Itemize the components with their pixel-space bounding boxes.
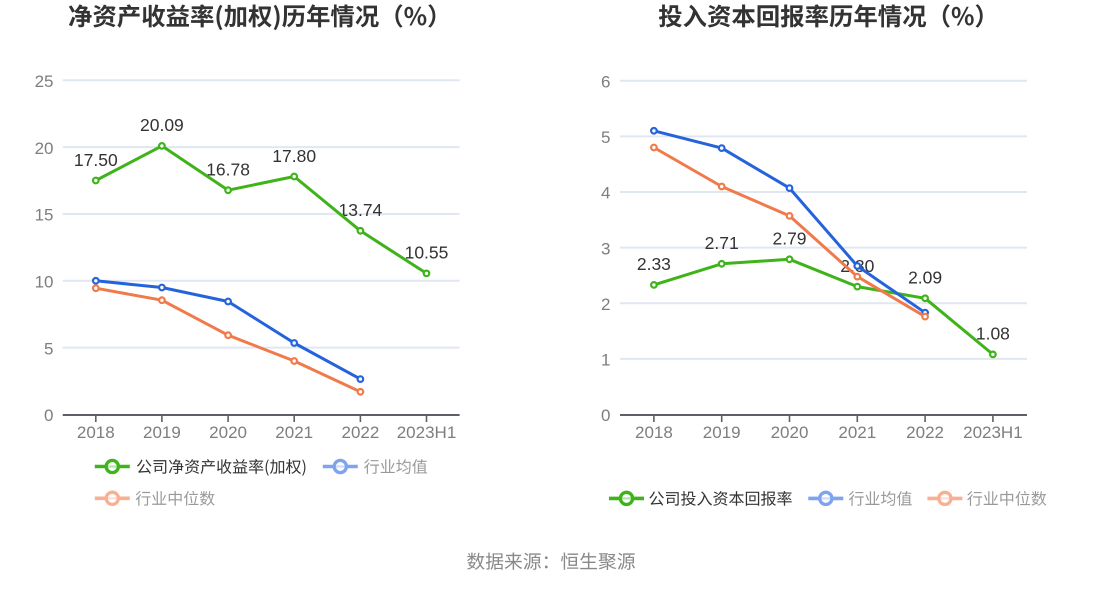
svg-text:2022: 2022 <box>341 423 379 442</box>
svg-text:1.08: 1.08 <box>976 324 1010 344</box>
svg-text:10: 10 <box>35 273 54 292</box>
svg-text:20.09: 20.09 <box>140 115 184 135</box>
svg-text:2022: 2022 <box>906 423 944 442</box>
svg-text:17.50: 17.50 <box>74 150 118 170</box>
svg-text:2.09: 2.09 <box>908 268 942 288</box>
svg-text:2019: 2019 <box>703 423 741 442</box>
svg-text:10.55: 10.55 <box>405 243 449 263</box>
svg-text:5: 5 <box>44 339 53 358</box>
svg-text:16.78: 16.78 <box>206 160 250 180</box>
svg-text:2021: 2021 <box>838 423 876 442</box>
svg-text:13.74: 13.74 <box>339 200 383 220</box>
svg-text:3: 3 <box>601 239 610 258</box>
svg-text:2018: 2018 <box>77 423 115 442</box>
svg-text:5: 5 <box>601 128 610 147</box>
svg-text:15: 15 <box>35 206 54 225</box>
svg-text:2023H1: 2023H1 <box>397 423 457 442</box>
svg-text:0: 0 <box>601 406 610 425</box>
svg-text:2020: 2020 <box>209 423 247 442</box>
svg-text:2019: 2019 <box>143 423 181 442</box>
svg-text:2.71: 2.71 <box>705 233 739 253</box>
svg-text:0: 0 <box>44 406 53 425</box>
svg-text:6: 6 <box>601 73 610 92</box>
svg-text:2: 2 <box>601 295 610 314</box>
svg-text:2.79: 2.79 <box>772 229 806 249</box>
svg-text:2020: 2020 <box>771 423 809 442</box>
svg-text:2.33: 2.33 <box>637 254 671 274</box>
svg-text:2021: 2021 <box>275 423 313 442</box>
svg-text:1: 1 <box>601 351 610 370</box>
svg-text:2023H1: 2023H1 <box>963 423 1023 442</box>
svg-text:4: 4 <box>601 184 610 203</box>
svg-text:2018: 2018 <box>635 423 673 442</box>
svg-text:20: 20 <box>35 139 54 158</box>
svg-text:25: 25 <box>35 72 54 91</box>
svg-text:17.80: 17.80 <box>272 146 316 166</box>
